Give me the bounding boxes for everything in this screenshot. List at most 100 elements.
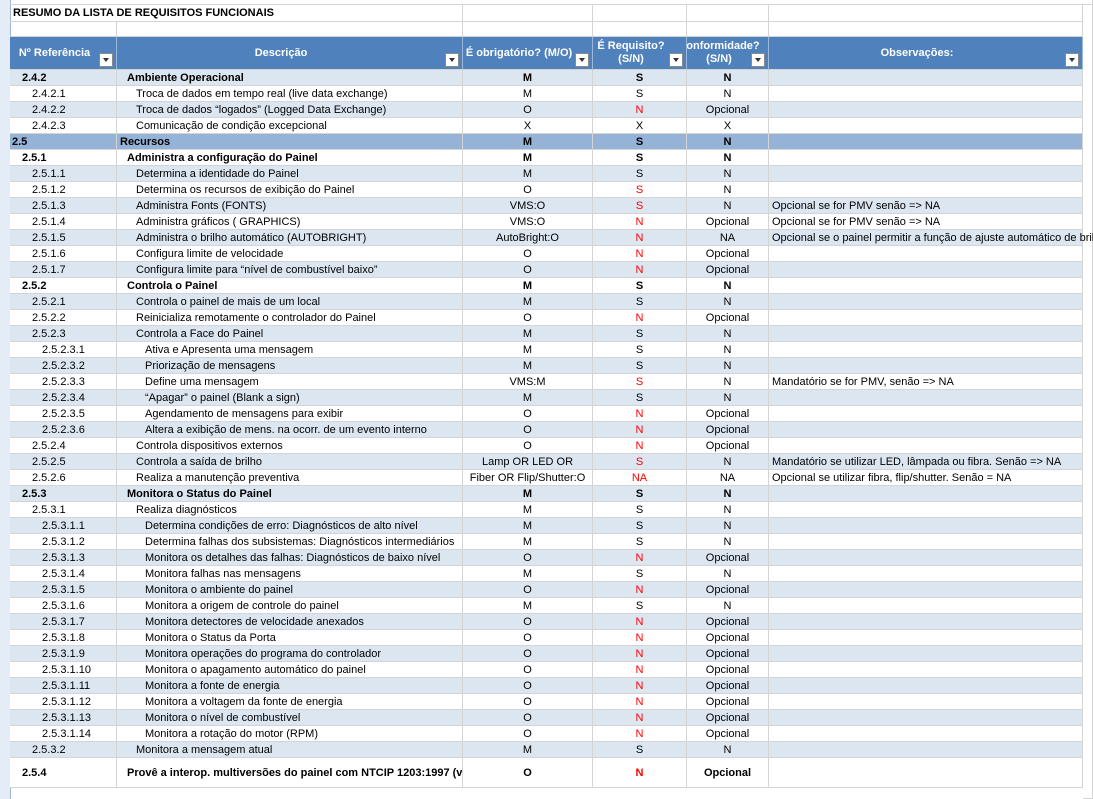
conformity-cell: N bbox=[687, 358, 769, 374]
ref-cell: 2.5.4 bbox=[10, 758, 117, 788]
description-cell: Controla o painel de mais de um local bbox=[117, 294, 463, 310]
conformity-cell: Opcional bbox=[687, 630, 769, 646]
conformity-header: Conformidade? (S/N) bbox=[687, 37, 769, 70]
conformity-cell: N bbox=[687, 566, 769, 582]
conformity-cell: N bbox=[687, 86, 769, 102]
filter-button[interactable] bbox=[1065, 53, 1079, 67]
description-cell: Monitora o apagamento automático do pain… bbox=[117, 662, 463, 678]
description-cell: Recursos bbox=[117, 134, 463, 150]
description-cell: Monitora o nível de combustível bbox=[117, 710, 463, 726]
notes-cell bbox=[769, 246, 1083, 262]
requirement-cell: N bbox=[593, 694, 687, 710]
requirement-cell: N bbox=[593, 262, 687, 278]
description-cell: Administra a configuração do Painel bbox=[117, 150, 463, 166]
requirement-cell: N bbox=[593, 710, 687, 726]
notes-cell bbox=[769, 678, 1083, 694]
requirement-cell: S bbox=[593, 326, 687, 342]
empty-cell bbox=[117, 22, 463, 37]
notes-cell bbox=[769, 694, 1083, 710]
requirement-cell: S bbox=[593, 86, 687, 102]
description-cell: Monitora a mensagem atual bbox=[117, 742, 463, 758]
filter-button[interactable] bbox=[445, 53, 459, 67]
ref-cell: 2.5.3.1.12 bbox=[10, 694, 117, 710]
description-cell: Controla o Painel bbox=[117, 278, 463, 294]
ref-cell: 2.4.2.2 bbox=[10, 102, 117, 118]
filter-button[interactable] bbox=[669, 53, 683, 67]
ref-cell: 2.5.1.1 bbox=[10, 166, 117, 182]
conformity-cell: Opcional bbox=[687, 550, 769, 566]
mandatory-cell: AutoBright:O bbox=[463, 230, 593, 246]
mandatory-cell: M bbox=[463, 134, 593, 150]
requirement-cell: S bbox=[593, 742, 687, 758]
conformity-cell: N bbox=[687, 134, 769, 150]
description-cell: Priorização de mensagens bbox=[117, 358, 463, 374]
notes-cell bbox=[769, 486, 1083, 502]
description-cell: Controla a Face do Painel bbox=[117, 326, 463, 342]
conformity-cell: Opcional bbox=[687, 710, 769, 726]
requirement-cell: S bbox=[593, 150, 687, 166]
conformity-cell: Opcional bbox=[687, 646, 769, 662]
ref-cell: 2.4.2.1 bbox=[10, 86, 117, 102]
conformity-cell: Opcional bbox=[687, 726, 769, 742]
notes-cell: Mandatório se for PMV, senão => NA bbox=[769, 374, 1083, 390]
description-cell: Agendamento de mensagens para exibir bbox=[117, 406, 463, 422]
notes-cell bbox=[769, 758, 1083, 788]
ref-cell: 2.5.2.2 bbox=[10, 310, 117, 326]
conformity-cell: N bbox=[687, 518, 769, 534]
requirement-cell: N bbox=[593, 230, 687, 246]
mandatory-cell: O bbox=[463, 694, 593, 710]
conformity-cell: Opcional bbox=[687, 262, 769, 278]
ref-cell: 2.5.1.2 bbox=[10, 182, 117, 198]
conformity-cell: N bbox=[687, 278, 769, 294]
notes-cell bbox=[769, 646, 1083, 662]
ref-header: Nº Referência bbox=[10, 37, 117, 70]
mandatory-cell: X bbox=[463, 118, 593, 134]
description-cell: Define uma mensagem bbox=[117, 374, 463, 390]
notes-cell: Mandatório se utilizar LED, lâmpada ou f… bbox=[769, 454, 1083, 470]
mandatory-cell: M bbox=[463, 150, 593, 166]
mandatory-cell: O bbox=[463, 614, 593, 630]
notes-cell bbox=[769, 726, 1083, 742]
description-cell: Comunicação de condição excepcional bbox=[117, 118, 463, 134]
ref-cell: 2.5.2.3.1 bbox=[10, 342, 117, 358]
requirement-cell: S bbox=[593, 566, 687, 582]
ref-cell: 2.5.1.3 bbox=[10, 198, 117, 214]
notes-cell bbox=[769, 70, 1083, 86]
ref-cell: 2.5.2.3.6 bbox=[10, 422, 117, 438]
filter-button[interactable] bbox=[99, 53, 113, 67]
ref-cell: 2.5.3.1.1 bbox=[10, 518, 117, 534]
description-cell: Administra o brilho automático (AUTOBRIG… bbox=[117, 230, 463, 246]
ref-cell: 2.5.2.1 bbox=[10, 294, 117, 310]
requirement-cell: S bbox=[593, 502, 687, 518]
conformity-cell: X bbox=[687, 118, 769, 134]
description-cell: Realiza a manutenção preventiva bbox=[117, 470, 463, 486]
conformity-cell: N bbox=[687, 742, 769, 758]
notes-cell bbox=[769, 518, 1083, 534]
requirement-cell: N bbox=[593, 662, 687, 678]
ref-cell: 2.5.2.3 bbox=[10, 326, 117, 342]
description-cell: Ativa e Apresenta uma mensagem bbox=[117, 342, 463, 358]
conformity-cell: Opcional bbox=[687, 102, 769, 118]
mandatory-cell: O bbox=[463, 582, 593, 598]
notes-cell bbox=[769, 262, 1083, 278]
requirement-cell: N bbox=[593, 614, 687, 630]
requirement-cell: S bbox=[593, 198, 687, 214]
mandatory-cell: VMS:O bbox=[463, 214, 593, 230]
filter-button[interactable] bbox=[751, 53, 765, 67]
conformity-cell: Opcional bbox=[687, 310, 769, 326]
requirement-cell: N bbox=[593, 646, 687, 662]
conformity-cell: N bbox=[687, 182, 769, 198]
sheet-title: RESUMO DA LISTA DE REQUISITOS FUNCIONAIS bbox=[10, 5, 463, 22]
ref-cell: 2.4.2.3 bbox=[10, 118, 117, 134]
requirement-cell: N bbox=[593, 630, 687, 646]
mandatory-cell: M bbox=[463, 566, 593, 582]
notes-cell bbox=[769, 182, 1083, 198]
filter-button[interactable] bbox=[575, 53, 589, 67]
notes-cell bbox=[769, 438, 1083, 454]
mandatory-cell: Lamp OR LED OR bbox=[463, 454, 593, 470]
description-cell: Determina os recursos de exibição do Pai… bbox=[117, 182, 463, 198]
header-label: Nº Referência bbox=[18, 46, 91, 59]
notes-cell bbox=[769, 662, 1083, 678]
ref-cell: 2.5.2.3.2 bbox=[10, 358, 117, 374]
